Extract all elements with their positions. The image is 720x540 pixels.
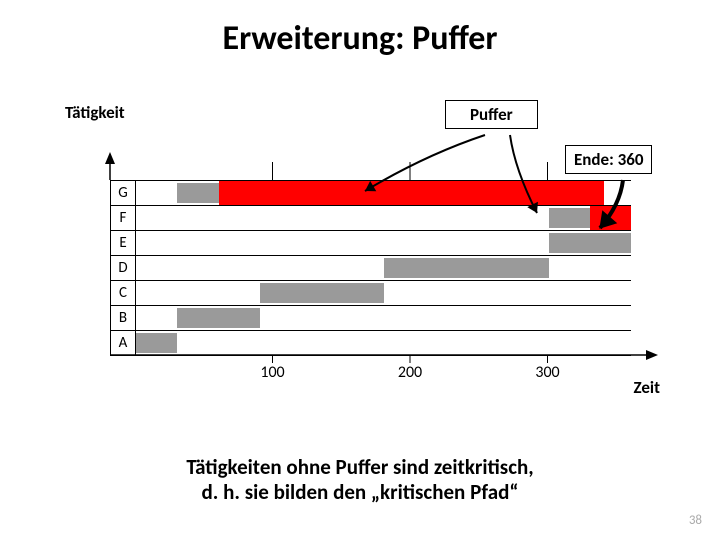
gantt-chart: TätigkeitPufferEnde: 360GFEDCBA100200300…: [65, 105, 665, 420]
x-tick-label: 300: [523, 363, 573, 382]
x-tick-label: 100: [248, 363, 298, 382]
end-label-box: Ende: 360: [565, 145, 652, 174]
x-axis-label: Zeit: [634, 377, 661, 398]
caption-line-1: Tätigkeiten ohne Puffer sind zeitkritisc…: [186, 454, 533, 480]
x-tick-label: 200: [385, 363, 435, 382]
slide-caption: Tätigkeiten ohne Puffer sind zeitkritisc…: [120, 455, 600, 505]
page-number: 38: [689, 513, 702, 528]
caption-line-2: d. h. sie bilden den „kritischen Pfad“: [202, 479, 519, 505]
slide-title: Erweiterung: Puffer: [0, 0, 720, 59]
